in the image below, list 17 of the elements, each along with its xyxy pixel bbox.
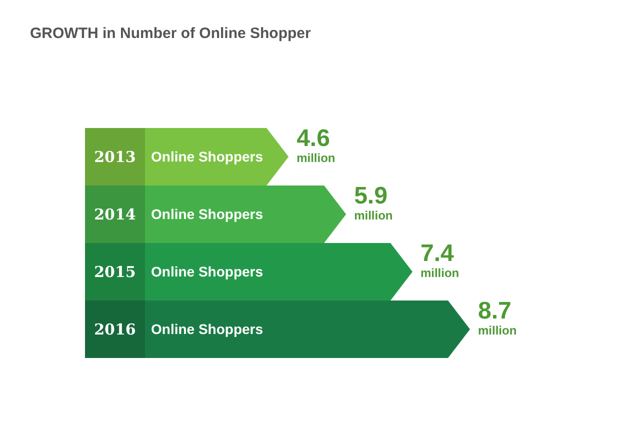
bar — [85, 300, 470, 358]
bar — [85, 128, 289, 186]
y-tick-label: 2014 — [94, 206, 136, 224]
text: Online Shoppers — [151, 321, 264, 338]
y-tick-label: 2016 — [94, 320, 136, 338]
chart-title: GROWTH in Number of Online Shopper — [30, 25, 311, 42]
bar — [85, 243, 412, 300]
bar — [85, 186, 346, 243]
text: Online Shoppers — [151, 206, 264, 222]
series-label: Online Shoppers — [151, 148, 264, 165]
y-tick-label: 2013 — [94, 148, 136, 166]
text: Online Shoppers — [151, 264, 264, 280]
y-tick-label: 2015 — [94, 263, 136, 281]
data-label: 7.4 million — [420, 240, 460, 280]
data-label: 8.7 million — [478, 298, 517, 338]
data-label: 5.9 million — [354, 182, 393, 222]
data-label: 4.6 million — [296, 125, 336, 165]
